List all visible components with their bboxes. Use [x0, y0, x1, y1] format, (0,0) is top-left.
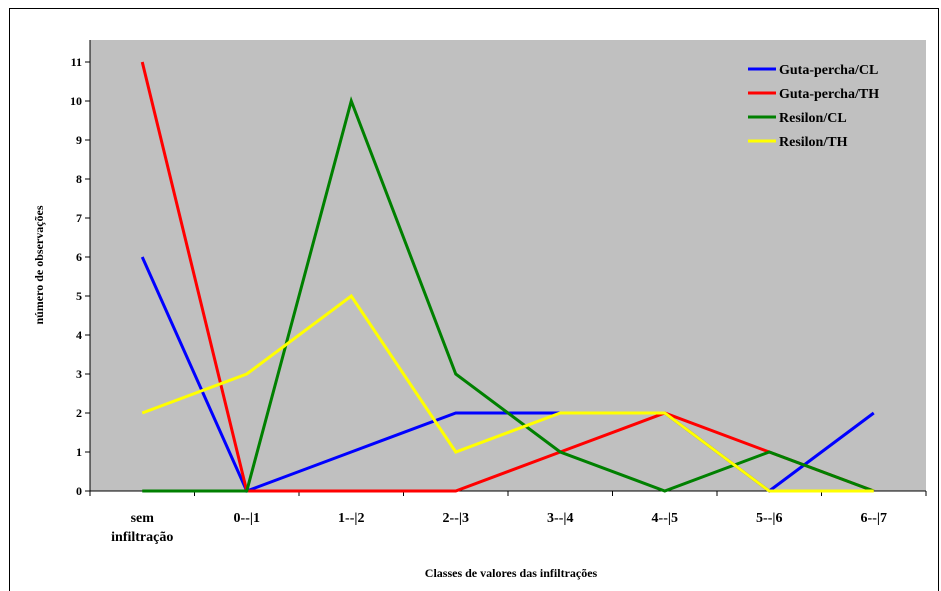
- x-axis-ticks: sem infiltração 0--|1 1--|2 2--|3 3--|4 4--|5 5…: [89, 491, 927, 545]
- series-line-3: [142, 96, 875, 493]
- legend-label: Resilon/CL: [779, 111, 847, 126]
- legend-label: Resilon/TH: [779, 135, 848, 150]
- x-tick-label: 5--|6: [756, 511, 782, 526]
- series-line-4: [141, 293, 874, 493]
- y-tick-label: 0: [76, 484, 82, 498]
- x-tick-label: 3--|4: [547, 511, 573, 526]
- x-tick-label: 4--|5: [652, 511, 678, 526]
- y-tick-label: 1: [76, 445, 82, 459]
- x-tick-label: 6--|7: [861, 511, 887, 526]
- y-tick-label: 11: [71, 55, 82, 69]
- series-line-2: [140, 61, 875, 493]
- y-tick-label: 5: [76, 289, 82, 303]
- y-tick-label: 10: [70, 94, 82, 108]
- y-tick-label: 9: [76, 133, 82, 147]
- y-tick-label: 2: [76, 406, 82, 420]
- y-tick-label: 7: [76, 211, 82, 225]
- legend-label: Guta-percha/TH: [779, 87, 879, 102]
- legend: Guta-percha/CL Guta-percha/TH Resilon/CL Re…: [748, 63, 879, 150]
- x-tick-label: sem: [131, 511, 155, 526]
- y-tick-label: 6: [76, 250, 82, 264]
- series-lines: [140, 61, 875, 493]
- y-axis-ticks: 0 1 2 3 4 5 6 7 8 9 10 11: [70, 55, 90, 498]
- y-tick-label: 4: [76, 328, 82, 342]
- legend-label: Guta-percha/CL: [779, 63, 878, 78]
- x-tick-label: 2--|3: [443, 511, 469, 526]
- x-tick-label: 0--|1: [234, 511, 260, 526]
- x-axis-title: Classes de valores das infiltrações: [425, 566, 598, 580]
- x-tick-label: 1--|2: [338, 511, 364, 526]
- chart-frame: [9, 8, 939, 591]
- y-axis-title: número de observações: [32, 205, 46, 324]
- y-tick-label: 8: [76, 172, 82, 186]
- x-tick-label: infiltração: [111, 530, 173, 545]
- y-tick-label: 3: [76, 367, 82, 381]
